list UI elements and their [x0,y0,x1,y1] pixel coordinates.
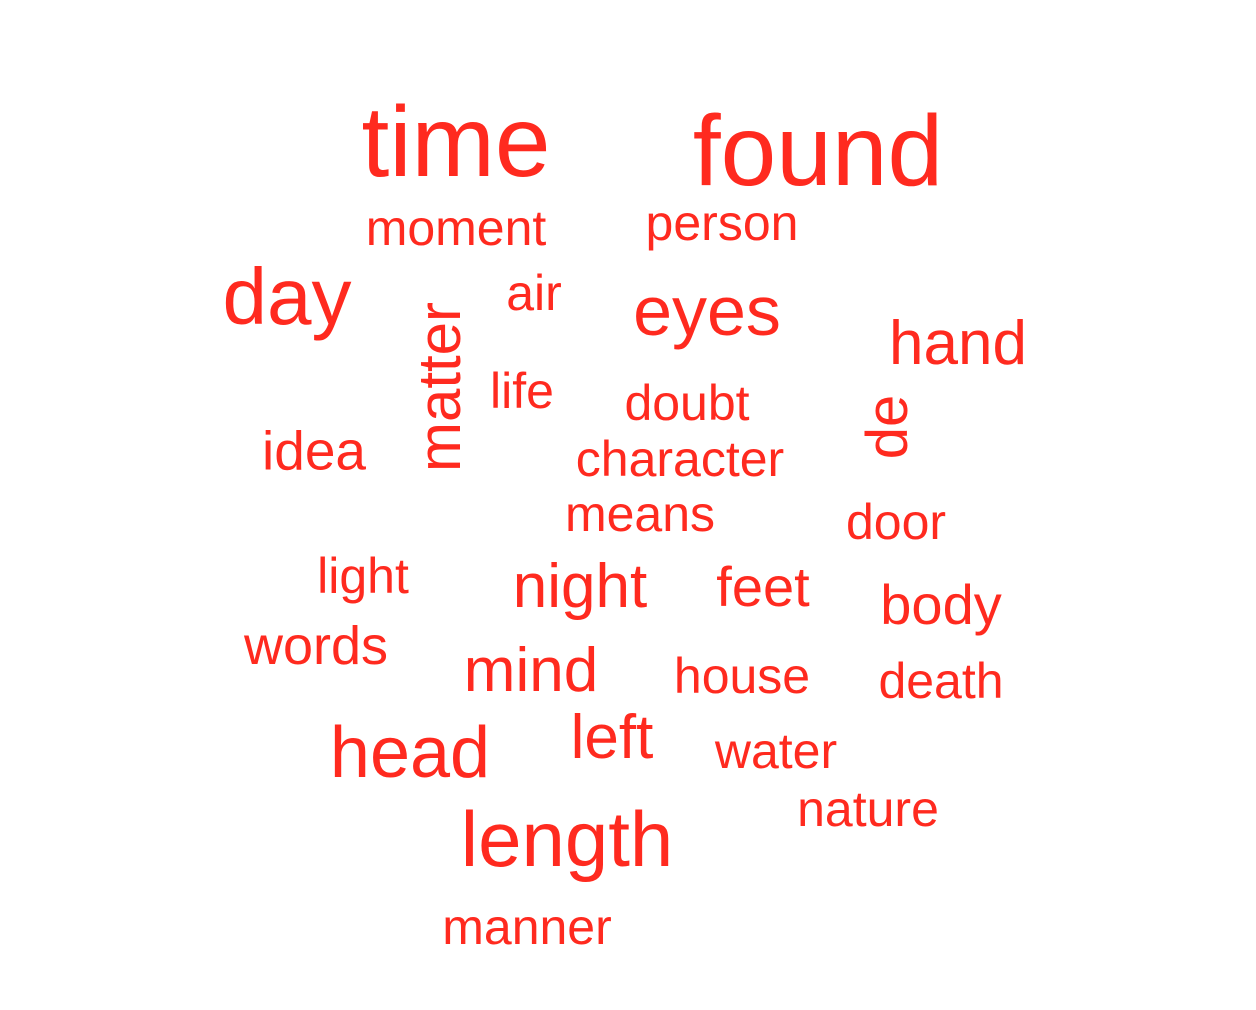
word-life: life [490,363,554,419]
word-mind: mind [463,636,599,705]
word-doubt: doubt [624,375,750,431]
word-moment: moment [365,200,547,256]
word-character: character [575,431,785,487]
word-hand: hand [889,309,1027,378]
word-house: house [673,648,811,704]
word-eyes: eyes [633,272,781,350]
word-de: de [855,394,920,460]
word-death: death [878,653,1004,709]
word-means: means [564,486,716,542]
word-person: person [645,195,799,251]
word-feet: feet [716,555,810,618]
word-body: body [880,573,1002,636]
word-words: words [243,616,389,676]
word-left: left [570,703,654,772]
word-matter: matter [406,301,473,473]
word-air: air [506,265,562,321]
word-water: water [714,723,838,779]
word-manner: manner [442,899,612,955]
word-length: length [460,795,674,883]
word-light: light [317,548,409,604]
word-day: day [222,252,352,341]
word-nature: nature [797,781,939,837]
word-head: head [329,713,491,793]
word-idea: idea [262,419,366,482]
word-time: time [361,86,551,198]
word-found: found [692,95,944,207]
word-door: door [845,494,947,550]
word-night: night [512,552,648,621]
